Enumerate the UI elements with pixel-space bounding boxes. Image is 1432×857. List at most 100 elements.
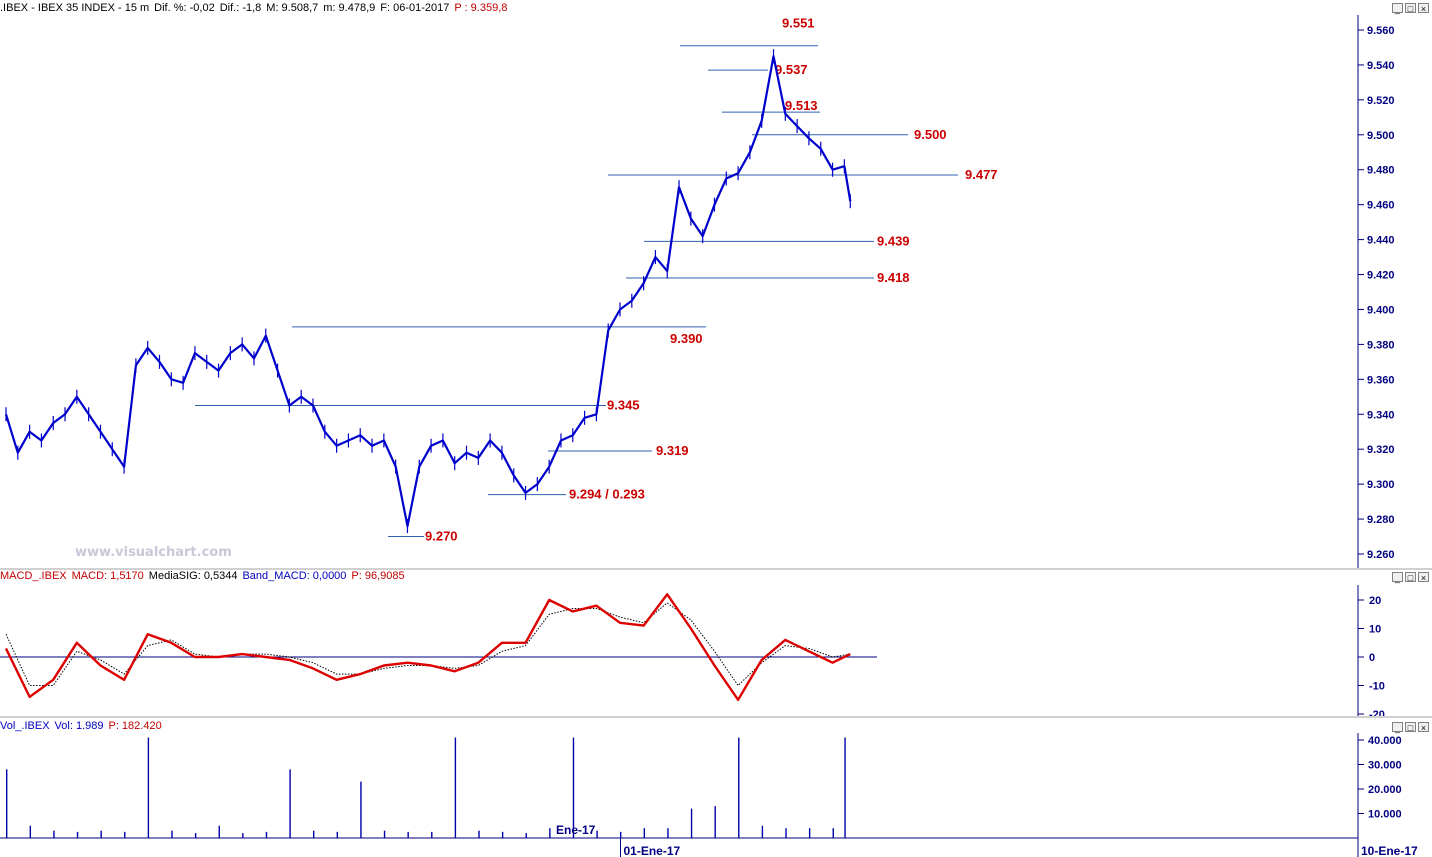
volume-bar xyxy=(76,831,79,838)
close-button[interactable]: × xyxy=(1418,3,1429,14)
volume-bar xyxy=(313,830,315,838)
volume-bar xyxy=(761,825,764,838)
price-axis: 9.560 9.540 9.520 9.500 9.480 9.460 9.440 9.420… xyxy=(1358,25,1395,561)
price-levels: 9.551 9.537 9.513 9.500 9.477 9.439 9.418 9.390… xyxy=(195,16,998,544)
macd-pane[interactable]: 20 10 0 -10 -20 xyxy=(0,585,1385,721)
level-label: 9.537 xyxy=(775,62,808,77)
volume-bar xyxy=(454,737,457,838)
maximize-button[interactable]: □ xyxy=(1405,3,1416,14)
price-pane[interactable]: 9.560 9.540 9.520 9.500 9.480 9.460 9.440 9.420… xyxy=(0,0,1395,568)
level-label: 9.551 xyxy=(782,16,815,31)
close-button[interactable]: × xyxy=(1418,722,1429,733)
volume-value: Vol: 1.989 xyxy=(54,720,104,732)
max-value: M: 9.508,7 xyxy=(266,2,319,14)
y-tick-label: 9.340 xyxy=(1367,409,1395,421)
volume-bar xyxy=(525,833,527,838)
y-tick-label: 9.440 xyxy=(1367,235,1395,247)
level-label: 9.294 / 0.293 xyxy=(569,487,645,502)
volume-bar xyxy=(289,769,291,838)
volume-bar xyxy=(100,830,102,838)
y-tick-label: 9.540 xyxy=(1367,60,1395,72)
y-tick-label: 0 xyxy=(1369,652,1375,664)
y-tick-label: 9.380 xyxy=(1367,339,1395,351)
volume-pointer: P: 182.420 xyxy=(108,720,162,732)
y-tick-label: 9.500 xyxy=(1367,130,1395,142)
y-tick-label: 9.420 xyxy=(1367,270,1395,282)
level-label: 9.418 xyxy=(877,270,910,285)
date-value: F: 06-01-2017 xyxy=(380,2,450,14)
y-tick-label: 9.280 xyxy=(1367,514,1395,526)
dif-value: Dif.: -1,8 xyxy=(219,2,262,14)
volume-bar xyxy=(478,830,480,838)
volume-bar xyxy=(643,828,646,838)
macd-pointer: P: 96,9085 xyxy=(351,570,405,582)
y-tick-label: 9.520 xyxy=(1367,95,1395,107)
level-label: 9.439 xyxy=(877,233,910,248)
level-label: 9.513 xyxy=(785,98,818,113)
volume-bar xyxy=(194,833,197,838)
volume-bar xyxy=(832,828,834,838)
y-tick-label: 20 xyxy=(1369,595,1381,607)
minimize-button[interactable]: _ xyxy=(1392,572,1403,583)
y-tick-label: 9.560 xyxy=(1367,25,1395,37)
volume-bar xyxy=(431,831,433,838)
y-tick-label: 9.320 xyxy=(1367,444,1395,456)
y-tick-label: -10 xyxy=(1369,681,1385,693)
x-tick-label: 01-Ene-17 xyxy=(623,844,680,857)
y-tick-label: 9.460 xyxy=(1367,200,1395,212)
price-series xyxy=(4,49,852,534)
y-tick-label: 20.000 xyxy=(1368,784,1402,796)
time-axis: 01-Ene-17 10-Ene-17 Ene-17 xyxy=(556,823,1418,857)
min-value: m: 9.478,9 xyxy=(323,2,376,14)
y-tick-label: 9.400 xyxy=(1367,304,1395,316)
volume-name: Vol_.IBEX xyxy=(0,720,50,732)
volume-bar xyxy=(336,831,339,838)
level-label: 9.319 xyxy=(656,443,689,458)
volume-bar xyxy=(383,830,386,838)
volume-bar xyxy=(690,808,693,838)
volume-bar xyxy=(549,828,551,838)
volume-bar xyxy=(785,828,787,838)
volume-pane-header: Vol_.IBEX Vol: 1.989 P: 182.420 xyxy=(0,718,167,734)
volume-bar xyxy=(147,737,150,838)
volume-bar xyxy=(844,737,846,838)
y-tick-label: 9.360 xyxy=(1367,374,1395,386)
level-label: 9.345 xyxy=(607,398,640,413)
y-tick-label: 9.300 xyxy=(1367,479,1395,491)
macd-series xyxy=(0,593,877,701)
minimize-button[interactable]: _ xyxy=(1392,722,1403,733)
pane-separator[interactable] xyxy=(0,716,1432,718)
volume-bar xyxy=(53,830,55,838)
volume-bar xyxy=(714,806,716,838)
macd-value: MACD: 1,5170 xyxy=(71,570,144,582)
volume-bar xyxy=(265,831,268,838)
y-tick-label: 9.260 xyxy=(1367,549,1395,561)
volume-pane[interactable]: 40.000 30.000 20.000 10.000 xyxy=(6,733,1402,838)
volume-axis: 40.000 30.000 20.000 10.000 xyxy=(1358,735,1402,821)
volume-bar xyxy=(218,825,220,838)
volume-bar xyxy=(596,830,598,838)
y-tick-label: 10.000 xyxy=(1368,809,1402,821)
pane-separator[interactable] xyxy=(0,568,1432,570)
macd-name: MACD_.IBEX xyxy=(0,570,67,582)
maximize-button[interactable]: □ xyxy=(1405,572,1416,583)
level-label: 9.270 xyxy=(425,529,458,544)
level-label: 9.390 xyxy=(670,331,703,346)
band-value: Band_MACD: 0,0000 xyxy=(242,570,347,582)
pointer-value: P : 9.359,8 xyxy=(454,2,508,14)
signal-value: MediaSIG: 0,5344 xyxy=(148,570,238,582)
volume-bar xyxy=(667,828,669,838)
volume-bar xyxy=(572,737,575,838)
close-button[interactable]: × xyxy=(1418,572,1429,583)
volume-bar xyxy=(29,825,32,838)
volume-series xyxy=(6,737,846,838)
maximize-button[interactable]: □ xyxy=(1405,722,1416,733)
volume-bar xyxy=(124,831,126,838)
y-tick-label: 40.000 xyxy=(1368,735,1402,747)
y-tick-label: -20 xyxy=(1369,709,1385,721)
volume-bar xyxy=(808,828,811,838)
dif-pct: Dif. %: -0,02 xyxy=(154,2,215,14)
macd-pane-header: MACD_.IBEX MACD: 1,5170 MediaSIG: 0,5344 Ba… xyxy=(0,568,410,584)
minimize-button[interactable]: _ xyxy=(1392,3,1403,14)
